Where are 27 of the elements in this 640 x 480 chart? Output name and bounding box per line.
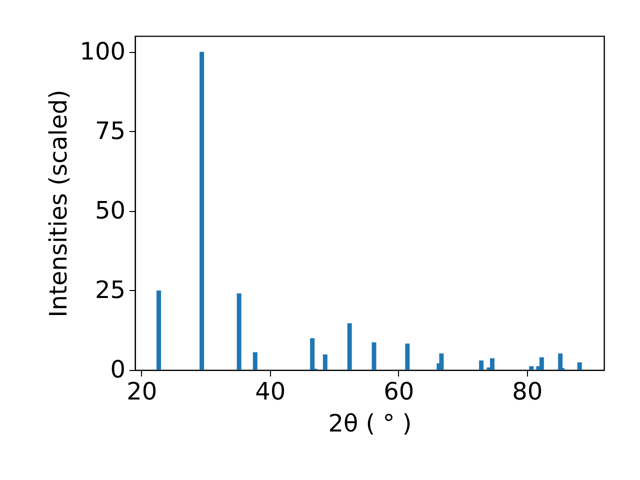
bar [372,342,376,370]
y-tick-label: 0 [110,356,126,384]
bar [310,338,315,370]
bar [490,358,494,370]
bar [347,323,352,370]
x-tick-label: 20 [126,378,158,406]
bar [558,353,563,370]
bar [577,362,582,370]
bar [252,352,258,370]
bar [439,353,444,370]
y-tick-label: 75 [94,116,126,145]
bar [479,360,484,370]
y-axis-title: Intensities (scaled) [44,90,73,318]
y-tick-label: 25 [94,276,126,304]
bar [200,52,204,370]
x-tick-label: 80 [512,378,543,406]
y-tick-label: 100 [80,37,126,66]
x-axis-title: 2θ ( ° ) [328,410,412,438]
bar [405,344,410,370]
bar [529,366,534,370]
x-tick-label: 40 [255,378,286,406]
bar [236,293,242,370]
bar [156,290,162,370]
bar [322,354,328,370]
y-tick-label: 50 [94,196,126,224]
bar [539,357,544,370]
x-tick-label: 60 [384,378,414,406]
